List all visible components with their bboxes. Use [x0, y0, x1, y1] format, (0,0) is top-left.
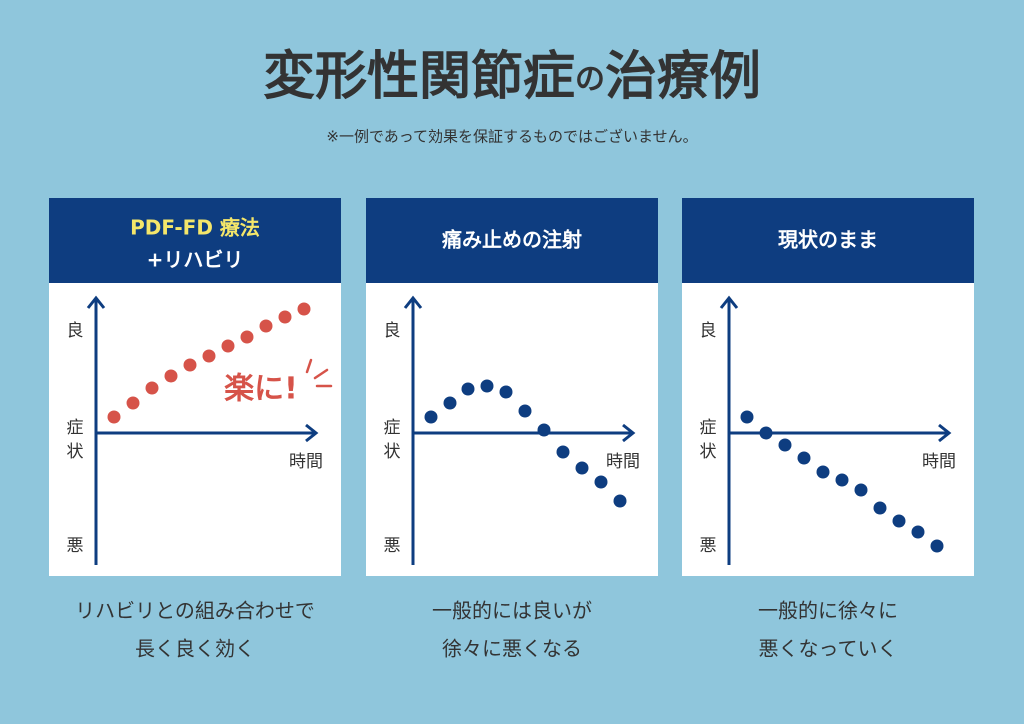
trend-dot [424, 410, 438, 424]
y-axis-arrow [719, 295, 739, 309]
y-axis-bottom-label: 悪 [67, 536, 84, 556]
trend-dot [816, 465, 830, 479]
caption: リハビリとの組み合わせで [75, 599, 315, 623]
trend-dot [183, 358, 197, 372]
annotation-spark [305, 358, 313, 374]
note: ※一例であって効果を保証するものではございません。 [326, 128, 697, 146]
y-axis-mid-label: 症 [700, 418, 717, 438]
trend-dot [259, 319, 273, 333]
caption: 一般的には良いが [432, 599, 592, 623]
title-end: 治療例 [605, 47, 761, 107]
panel-header-text: 現状のまま [778, 228, 878, 252]
y-axis-bottom-label: 悪 [700, 536, 717, 556]
y-axis-top-label: 良 [67, 321, 84, 341]
panel-header [366, 198, 658, 283]
trend-dot [740, 410, 754, 424]
caption: 一般的に徐々に [758, 599, 898, 623]
trend-dot [556, 445, 570, 459]
panel-body [682, 283, 974, 576]
y-axis-mid-label: 状 [67, 442, 84, 462]
y-axis-mid-label: 症 [67, 418, 84, 438]
x-axis-arrow [305, 423, 319, 443]
trend-dot [854, 483, 868, 497]
panel-header [49, 198, 341, 283]
x-axis-arrow [938, 423, 952, 443]
trend-dot [759, 426, 773, 440]
y-axis-arrow [86, 295, 106, 309]
panel-header [682, 198, 974, 283]
trend-dot [892, 514, 906, 528]
y-axis-mid-label: 症 [384, 418, 401, 438]
trend-dot [778, 438, 792, 452]
trend-dot [835, 473, 849, 487]
caption: 徐々に悪くなる [442, 637, 582, 661]
trend-dot [202, 349, 216, 363]
trend-dot [107, 410, 121, 424]
trend-dot [480, 379, 494, 393]
title: 変形性関節症の治療例 [263, 47, 761, 107]
annotation-spark [313, 368, 329, 380]
y-axis-bottom-label: 悪 [384, 536, 401, 556]
x-axis-label: 時間 [289, 452, 323, 472]
trend-dot [911, 525, 925, 539]
y-axis-mid-label: 状 [700, 442, 717, 462]
title-particle: の [575, 62, 605, 97]
x-axis-arrow [622, 423, 636, 443]
caption: 長く良く効く [135, 637, 255, 661]
trend-dot [240, 330, 254, 344]
panel-header-text: 痛み止めの注射 [442, 228, 582, 252]
trend-dot [499, 385, 513, 399]
trend-dot [221, 339, 235, 353]
trend-dot [575, 461, 589, 475]
trend-dot [297, 302, 311, 316]
panel-header-text: +リハビリ [147, 248, 244, 272]
caption: 悪くなっていく [759, 637, 898, 661]
trend-dot [145, 381, 159, 395]
trend-dot [594, 475, 608, 489]
trend-dot [613, 494, 627, 508]
trend-dot [518, 404, 532, 418]
trend-dot [873, 501, 887, 515]
x-axis-label: 時間 [606, 452, 640, 472]
trend-dot [164, 369, 178, 383]
title-main: 変形性関節症 [263, 47, 575, 107]
trend-dot [930, 539, 944, 553]
trend-dot [278, 310, 292, 324]
y-axis-top-label: 良 [700, 321, 717, 341]
y-axis-mid-label: 状 [384, 442, 401, 462]
trend-dot [443, 396, 457, 410]
trend-dot [461, 382, 475, 396]
panel-body [366, 283, 658, 576]
panel-body [49, 283, 341, 576]
annotation: 楽に! [224, 372, 298, 407]
x-axis-label: 時間 [922, 452, 956, 472]
trend-dot [797, 451, 811, 465]
panel-header-text: PDF-FD 療法 [130, 216, 260, 240]
trend-dot [537, 423, 551, 437]
y-axis-arrow [403, 295, 423, 309]
trend-dot [126, 396, 140, 410]
y-axis-top-label: 良 [384, 321, 401, 341]
